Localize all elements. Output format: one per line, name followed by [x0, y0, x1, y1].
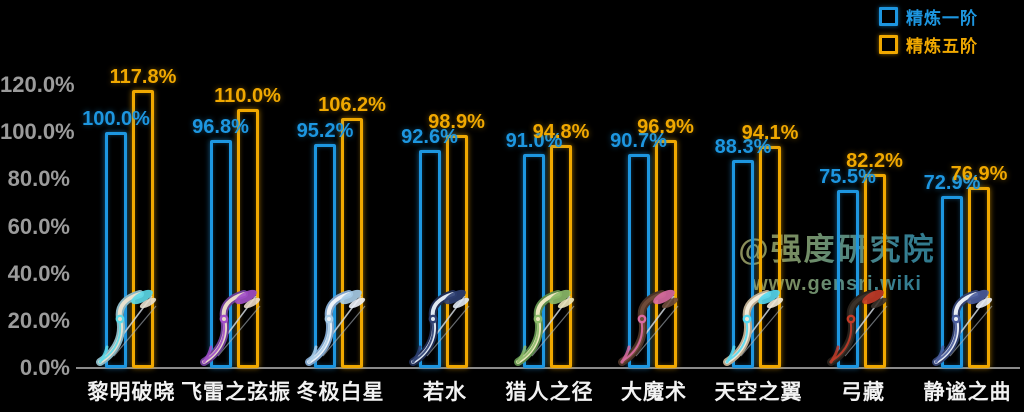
value-label-refine-5-7: 82.2% — [846, 150, 903, 173]
飞雷之弦振-weapon-icon — [196, 286, 270, 373]
x-axis-label-2: 冬极白星 — [296, 381, 385, 404]
value-label-refine-5-3: 98.9% — [428, 110, 485, 133]
value-label-refine-1-4: 91.0% — [505, 129, 563, 152]
y-axis-tick: 120.0% — [0, 72, 75, 98]
x-axis-label-6: 天空之翼 — [714, 381, 803, 404]
bar-refine-5-6 — [759, 146, 781, 368]
bar-refine-1-7 — [836, 190, 859, 368]
bar-refine-1-3 — [418, 149, 441, 368]
bar-refine-5-4 — [550, 144, 572, 368]
bar-refine-5-7 — [863, 174, 886, 368]
bar-refine-1-4 — [523, 153, 545, 368]
refine-5-swatch-icon — [879, 34, 898, 54]
bar-refine-5-0 — [132, 90, 154, 368]
value-label-refine-5-5: 96.9% — [637, 115, 694, 138]
y-axis-tick: 0.0% — [19, 355, 70, 380]
bar-refine-5-1 — [236, 108, 259, 368]
watermark: @强度研究院 www.gensri.wiki — [712, 224, 962, 296]
refine-1-swatch-icon — [879, 6, 898, 26]
bar-refine-5-3 — [445, 134, 468, 368]
y-axis-tick: 20.0% — [7, 307, 70, 333]
bar-refine-1-6 — [732, 159, 754, 368]
value-label-refine-5-0: 117.8% — [109, 66, 177, 89]
value-label-refine-1-0: 100.0% — [82, 108, 150, 131]
大魔术-weapon-icon — [614, 286, 688, 373]
x-axis-label-7: 弓藏 — [841, 381, 885, 404]
legend-label-refine-5: 精炼五阶 — [906, 36, 978, 56]
x-axis-label-1: 飞雷之弦振 — [181, 381, 291, 404]
value-label-refine-1-3: 92.6% — [401, 125, 458, 148]
x-axis-label-3: 若水 — [423, 381, 467, 404]
x-axis-label-4: 猎人之径 — [505, 381, 594, 404]
静谧之曲-weapon-icon — [928, 286, 1002, 373]
value-label-refine-5-1: 110.0% — [214, 84, 281, 107]
y-axis-tick: 80.0% — [7, 166, 70, 192]
legend-item-refine-1: 精炼一阶 — [879, 2, 978, 30]
value-label-refine-1-7: 75.5% — [819, 166, 876, 189]
watermark-title: @强度研究院 — [712, 224, 962, 269]
value-label-refine-1-5: 90.7% — [610, 130, 667, 153]
watermark-url: www.gensri.wiki — [712, 273, 962, 296]
bar-refine-5-5 — [654, 139, 677, 368]
bar-refine-1-1 — [209, 139, 232, 368]
value-label-refine-1-6: 88.3% — [714, 135, 772, 158]
弓藏-weapon-icon — [823, 286, 897, 373]
value-label-refine-1-8: 72.9% — [923, 172, 981, 195]
value-label-refine-5-2: 106.2% — [318, 93, 386, 116]
bar-refine-5-8 — [968, 186, 990, 368]
x-axis-line — [76, 367, 1020, 369]
冬极白星-weapon-icon — [301, 286, 375, 373]
value-label-refine-5-4: 94.8% — [532, 120, 590, 143]
y-axis-tick: 40.0% — [7, 260, 70, 286]
天空之翼-weapon-icon — [719, 286, 793, 373]
若水-weapon-icon — [405, 286, 479, 373]
猎人之径-weapon-icon — [510, 286, 584, 373]
bar-refine-1-0 — [105, 132, 127, 368]
value-label-refine-5-8: 76.9% — [950, 162, 1008, 185]
x-axis-label-0: 黎明破晓 — [87, 381, 176, 404]
x-axis-label-5: 大魔术 — [621, 381, 687, 404]
y-axis-tick: 100.0% — [0, 119, 75, 145]
x-axis-label-8: 静谧之曲 — [923, 381, 1012, 404]
value-label-refine-1-2: 95.2% — [296, 119, 354, 142]
bar-refine-5-2 — [341, 117, 363, 368]
legend: 精炼一阶 精炼五阶 — [879, 2, 978, 58]
legend-item-refine-5: 精炼五阶 — [879, 30, 978, 58]
legend-label-refine-1: 精炼一阶 — [906, 8, 978, 28]
value-label-refine-5-6: 94.1% — [741, 122, 799, 145]
bar-refine-1-8 — [941, 196, 963, 368]
value-label-refine-1-1: 96.8% — [192, 115, 249, 138]
bar-refine-1-2 — [314, 143, 336, 368]
y-axis-tick: 60.0% — [7, 213, 70, 239]
黎明破晓-weapon-icon — [92, 286, 166, 373]
bar-refine-1-5 — [627, 154, 650, 368]
